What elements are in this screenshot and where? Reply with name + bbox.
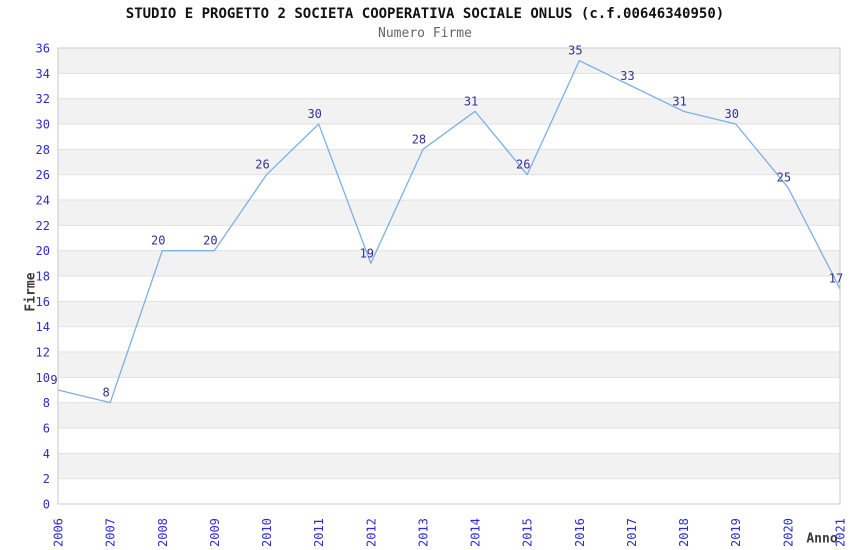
data-label: 28: [412, 132, 426, 146]
plot-band: [58, 428, 840, 454]
chart-subtitle: Numero Firme: [378, 26, 472, 41]
plot-band: [58, 352, 840, 378]
x-tick-label: 2007: [104, 518, 118, 547]
plot-band: [58, 73, 840, 99]
x-tick-label: 2010: [260, 518, 274, 547]
y-tick-label: 22: [36, 219, 50, 233]
y-tick-label: 12: [36, 346, 50, 360]
plot-band: [58, 453, 840, 479]
x-axis-title: Anno: [806, 531, 838, 547]
y-tick-label: 10: [36, 371, 50, 385]
data-label: 33: [620, 69, 634, 83]
x-tick-label: 2006: [52, 518, 66, 547]
y-tick-label: 4: [43, 447, 50, 461]
data-label: 35: [568, 44, 582, 58]
y-tick-label: 6: [43, 422, 50, 436]
plot-border: [57, 47, 841, 505]
x-tick-label: 2018: [677, 518, 691, 547]
plot-band: [58, 301, 840, 327]
plot-band: [58, 174, 840, 200]
data-label: 17: [829, 272, 843, 286]
x-tick-label: 2009: [208, 518, 222, 547]
plot-band: [58, 250, 840, 276]
y-tick-label: 34: [36, 67, 50, 81]
y-tick-label: 20: [36, 244, 50, 258]
y-tick-label: 32: [36, 92, 50, 106]
data-line: [57, 60, 841, 404]
plot-band: [58, 478, 840, 504]
x-tick-label: 2016: [573, 518, 587, 547]
data-label: 19: [360, 246, 374, 260]
x-tick-label: 2008: [156, 518, 170, 547]
plot-band: [58, 225, 840, 251]
x-tick-label: 2020: [781, 518, 795, 547]
y-tick-label: 2: [43, 472, 50, 486]
y-tick-label: 8: [43, 396, 50, 410]
data-label: 26: [516, 158, 530, 172]
plot-band: [58, 377, 840, 403]
data-label: 25: [777, 170, 791, 184]
plot-band: [58, 276, 840, 302]
y-tick-label: 24: [36, 194, 50, 208]
chart-title: STUDIO E PROGETTO 2 SOCIETA COOPERATIVA …: [125, 6, 725, 22]
y-tick-label: 0: [43, 498, 50, 512]
x-tick-label: 2019: [729, 518, 743, 547]
data-label: 30: [307, 107, 321, 121]
plot-band: [58, 48, 840, 74]
plot-band: [58, 98, 840, 124]
plot-band: [58, 326, 840, 352]
x-tick-label: 2014: [469, 518, 483, 547]
y-tick-label: 16: [36, 295, 50, 309]
x-tick-label: 2021: [834, 518, 848, 547]
data-label: 31: [464, 94, 478, 108]
y-tick-label: 18: [36, 270, 50, 284]
x-tick-label: 2013: [416, 518, 430, 547]
plot-band: [58, 402, 840, 428]
x-tick-label: 2015: [521, 518, 535, 547]
plot-band: [58, 124, 840, 150]
x-tick-label: 2017: [625, 518, 639, 547]
y-tick-label: 36: [36, 42, 50, 56]
x-tick-label: 2012: [364, 518, 378, 547]
plot-band: [58, 149, 840, 175]
data-label: 20: [203, 234, 217, 248]
y-tick-label: 26: [36, 168, 50, 182]
data-label: 9: [50, 373, 57, 387]
y-tick-label: 14: [36, 320, 50, 334]
data-label: 26: [255, 158, 269, 172]
data-label: 30: [725, 107, 739, 121]
plot-band: [58, 200, 840, 226]
data-label: 20: [151, 234, 165, 248]
data-label: 31: [672, 94, 686, 108]
y-tick-label: 30: [36, 118, 50, 132]
x-tick-label: 2011: [312, 518, 326, 547]
y-tick-label: 28: [36, 143, 50, 157]
data-label: 8: [103, 386, 110, 400]
